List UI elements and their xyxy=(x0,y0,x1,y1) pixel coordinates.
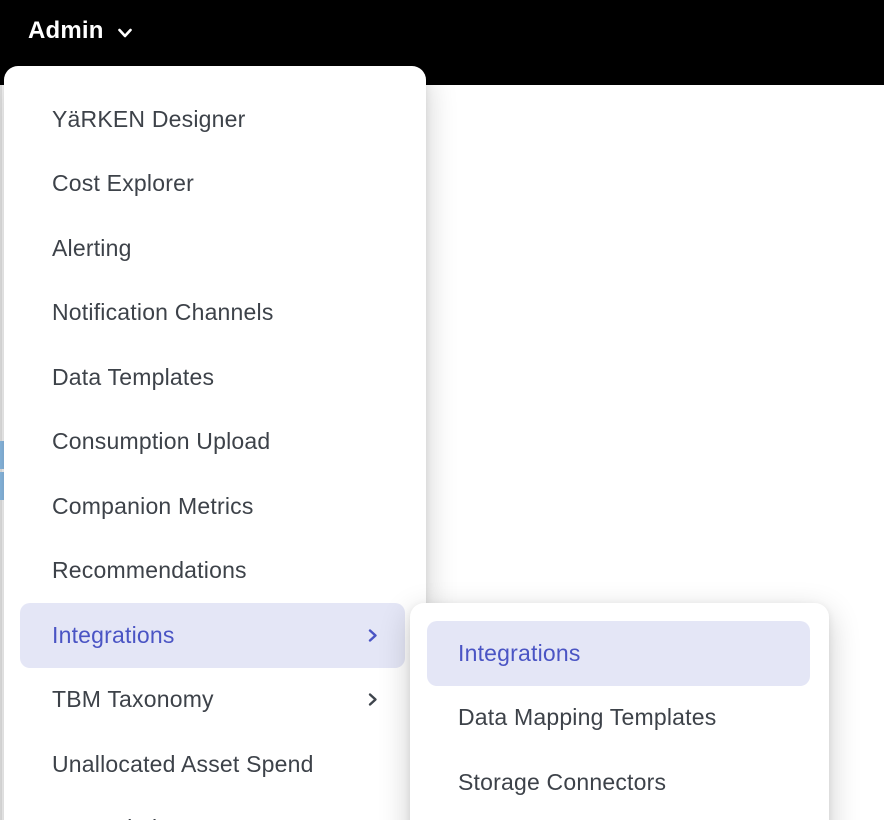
menu-item-cost-explorer[interactable]: Cost Explorer xyxy=(4,152,426,217)
menu-item-label: Storage Connectors xyxy=(458,768,667,795)
menu-item-label: Unallocated Asset Spend xyxy=(52,750,314,777)
integrations-submenu: Integrations Data Mapping Templates Storag… xyxy=(410,603,829,820)
menu-item-label: Recommendations xyxy=(52,557,247,584)
menu-item-unallocated-asset-spend[interactable]: Unallocated Asset Spend xyxy=(4,732,426,797)
menu-item-label: Cost Explorer xyxy=(52,170,194,197)
menu-item-data-mapping-templates[interactable]: Data Mapping Templates xyxy=(410,686,829,751)
menu-item-label: Unused Licenses xyxy=(52,815,231,820)
menu-item-integrations[interactable]: Integrations xyxy=(427,621,810,686)
menu-item-consumption-upload[interactable]: Consumption Upload xyxy=(4,410,426,475)
menu-item-recommendations[interactable]: Recommendations xyxy=(4,539,426,604)
menu-item-label: Consumption Upload xyxy=(52,428,271,455)
menu-item-storage-connectors[interactable]: Storage Connectors xyxy=(410,750,829,815)
menu-item-label: YäRKEN Designer xyxy=(52,105,246,132)
menu-item-companion-metrics[interactable]: Companion Metrics xyxy=(4,474,426,539)
menu-item-label: Integrations xyxy=(458,639,581,666)
admin-dropdown-menu: YäRKEN Designer Cost Explorer Alerting Noti… xyxy=(4,66,426,820)
menu-item-label: Data Templates xyxy=(52,363,215,390)
menu-item-tbm-taxonomy[interactable]: TBM Taxonomy xyxy=(4,668,426,733)
chevron-down-icon xyxy=(115,23,135,43)
menu-item-label: TBM Taxonomy xyxy=(52,686,214,713)
chevron-right-icon xyxy=(364,691,381,708)
menu-item-label: Notification Channels xyxy=(52,299,274,326)
menu-item-data-templates[interactable]: Data Templates xyxy=(4,345,426,410)
menu-item-label: Data Mapping Templates xyxy=(458,704,717,731)
background-highlight-sliver xyxy=(0,441,4,469)
menu-item-notification-channels[interactable]: Notification Channels xyxy=(4,281,426,346)
admin-menu-trigger[interactable]: Admin xyxy=(28,17,135,45)
menu-item-y-rken-designer[interactable]: YäRKEN Designer xyxy=(4,87,426,152)
background-highlight-sliver xyxy=(0,472,4,500)
menu-item-label: Integrations xyxy=(52,621,175,648)
menu-item-unused-licenses[interactable]: Unused Licenses xyxy=(4,797,426,820)
menu-item-alerting[interactable]: Alerting xyxy=(4,216,426,281)
menu-item-label: Alerting xyxy=(52,234,132,261)
menu-item-label: Companion Metrics xyxy=(52,492,254,519)
menu-item-integrations[interactable]: Integrations xyxy=(20,603,405,668)
chevron-right-icon xyxy=(364,627,381,644)
admin-menu-label: Admin xyxy=(28,17,104,44)
